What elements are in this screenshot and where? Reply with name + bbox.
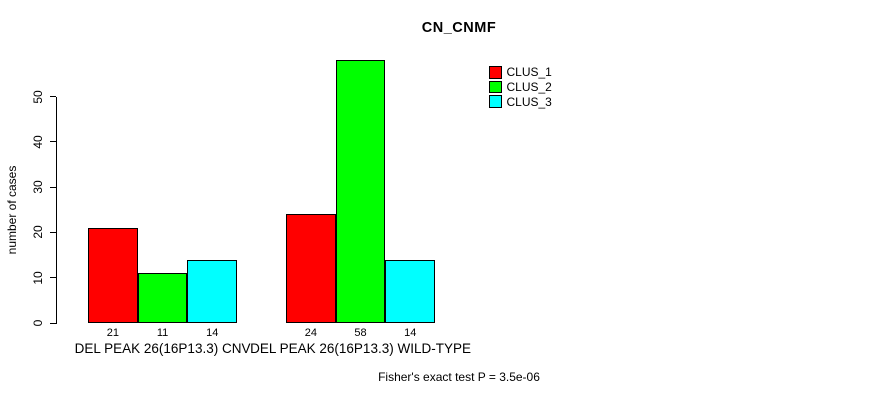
y-axis-tick bbox=[50, 231, 56, 233]
legend-item: CLUS_2 bbox=[489, 80, 552, 95]
y-axis-tick-label: 40 bbox=[31, 135, 45, 149]
y-axis-tick bbox=[50, 322, 56, 324]
legend-item: CLUS_1 bbox=[489, 65, 552, 80]
bar-clus-2-group-1 bbox=[137, 273, 188, 323]
legend-label: CLUS_2 bbox=[506, 80, 552, 95]
y-axis-tick-label: 20 bbox=[31, 225, 45, 240]
category-label: DEL PEAK 26(16P13.3) CNV bbox=[74, 341, 251, 356]
bar-value-label: 24 bbox=[304, 327, 317, 339]
bar-clus-3-group-2 bbox=[385, 259, 436, 323]
bar-clus-3-group-1 bbox=[187, 259, 238, 323]
y-axis-tick-label: 10 bbox=[31, 271, 45, 285]
category-label: DEL PEAK 26(16P13.3) WILD-TYPE bbox=[250, 341, 471, 356]
legend-color-swatch bbox=[489, 95, 502, 108]
legend-item: CLUS_3 bbox=[489, 94, 552, 109]
bar-clus-2-group-2 bbox=[335, 60, 386, 323]
stat-annotation: Fisher's exact test P = 3.5e-06 bbox=[378, 370, 540, 384]
legend: CLUS_1 CLUS_2 CLUS_3 bbox=[489, 65, 552, 109]
bar-value-label: 58 bbox=[354, 327, 367, 339]
legend-color-swatch bbox=[489, 80, 502, 94]
chart-title: CN_CNMF bbox=[421, 20, 497, 36]
y-axis-tick-label: 0 bbox=[31, 319, 45, 327]
bar-value-label: 14 bbox=[404, 327, 417, 339]
legend-label: CLUS_3 bbox=[506, 94, 552, 109]
bar-clus-1-group-1 bbox=[88, 227, 138, 323]
y-axis-tick bbox=[50, 186, 56, 188]
legend-label: CLUS_1 bbox=[506, 65, 552, 80]
y-axis-label: number of cases bbox=[5, 165, 19, 255]
y-axis-tick-label: 50 bbox=[31, 89, 45, 104]
bar-value-label: 14 bbox=[206, 327, 219, 339]
y-axis-tick bbox=[50, 96, 56, 97]
bar-value-label: 21 bbox=[106, 327, 119, 339]
y-axis-tick-label: 30 bbox=[31, 180, 45, 194]
bar-value-label: 11 bbox=[156, 327, 169, 339]
y-axis-line bbox=[56, 96, 57, 324]
bar-clus-1-group-2 bbox=[286, 214, 336, 323]
legend-color-swatch bbox=[489, 66, 502, 79]
y-axis-tick bbox=[50, 141, 56, 143]
y-axis-tick bbox=[50, 277, 56, 279]
